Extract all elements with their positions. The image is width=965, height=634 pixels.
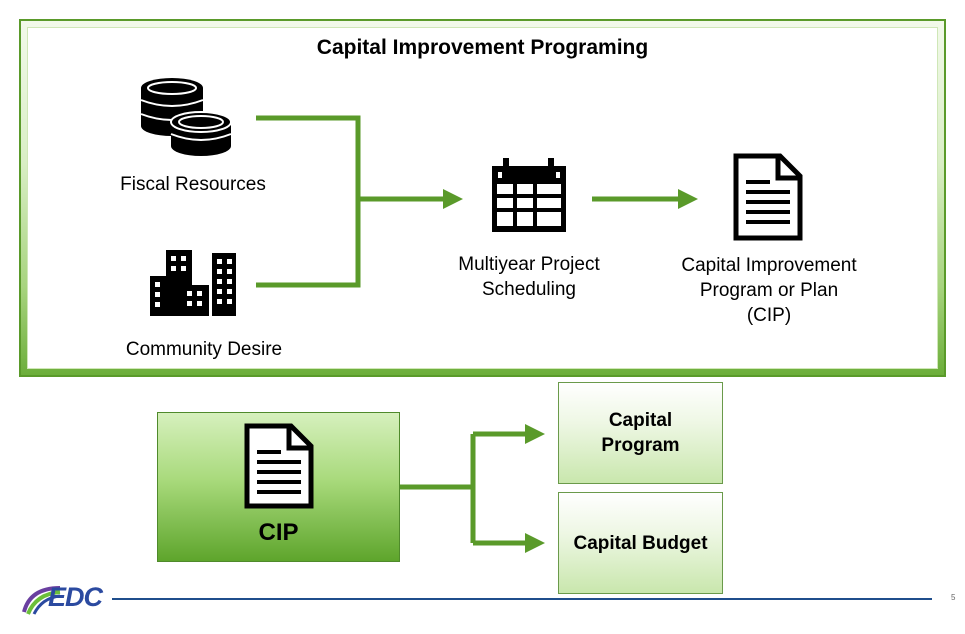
- merge-connector: [256, 115, 698, 553]
- edc-logo-text: EDC: [48, 582, 103, 612]
- cip-plan-label: Capital Improvement Program or Plan (CIP…: [663, 253, 875, 328]
- page-number: 5: [951, 593, 956, 602]
- cip-plan-label-line-3: (CIP): [746, 305, 792, 326]
- cip-plan-label-line-1: Capital Improvement: [681, 255, 857, 276]
- calendar-icon: [492, 158, 566, 232]
- scheduling-label-line-1: Multiyear Project: [458, 254, 600, 275]
- capital-budget-label: Capital Budget: [573, 532, 708, 554]
- diagram-title: Capital Improvement Programing: [316, 36, 649, 59]
- scheduling-label: Multiyear Project Scheduling: [434, 252, 624, 302]
- footer-divider: [112, 598, 932, 600]
- capital-program-line-2: Program: [601, 435, 680, 456]
- fiscal-resources-label: Fiscal Resources: [120, 174, 266, 195]
- community-desire-label: Community Desire: [125, 339, 283, 360]
- edc-logo: [22, 586, 61, 615]
- capital-budget-box: Capital Budget: [558, 492, 723, 594]
- plan-document-icon: [733, 153, 803, 241]
- cip-document-icon: [244, 423, 314, 509]
- capital-program-box: Capital Program: [558, 382, 723, 484]
- cip-box-label: CIP: [258, 519, 299, 546]
- capital-program-line-1: Capital: [608, 410, 673, 431]
- scheduling-label-line-2: Scheduling: [481, 279, 577, 300]
- bracket-connector: [256, 115, 361, 288]
- city-buildings-icon: [150, 250, 236, 316]
- coins-stack-icon: [140, 78, 232, 156]
- cip-plan-label-line-2: Program or Plan: [699, 280, 839, 301]
